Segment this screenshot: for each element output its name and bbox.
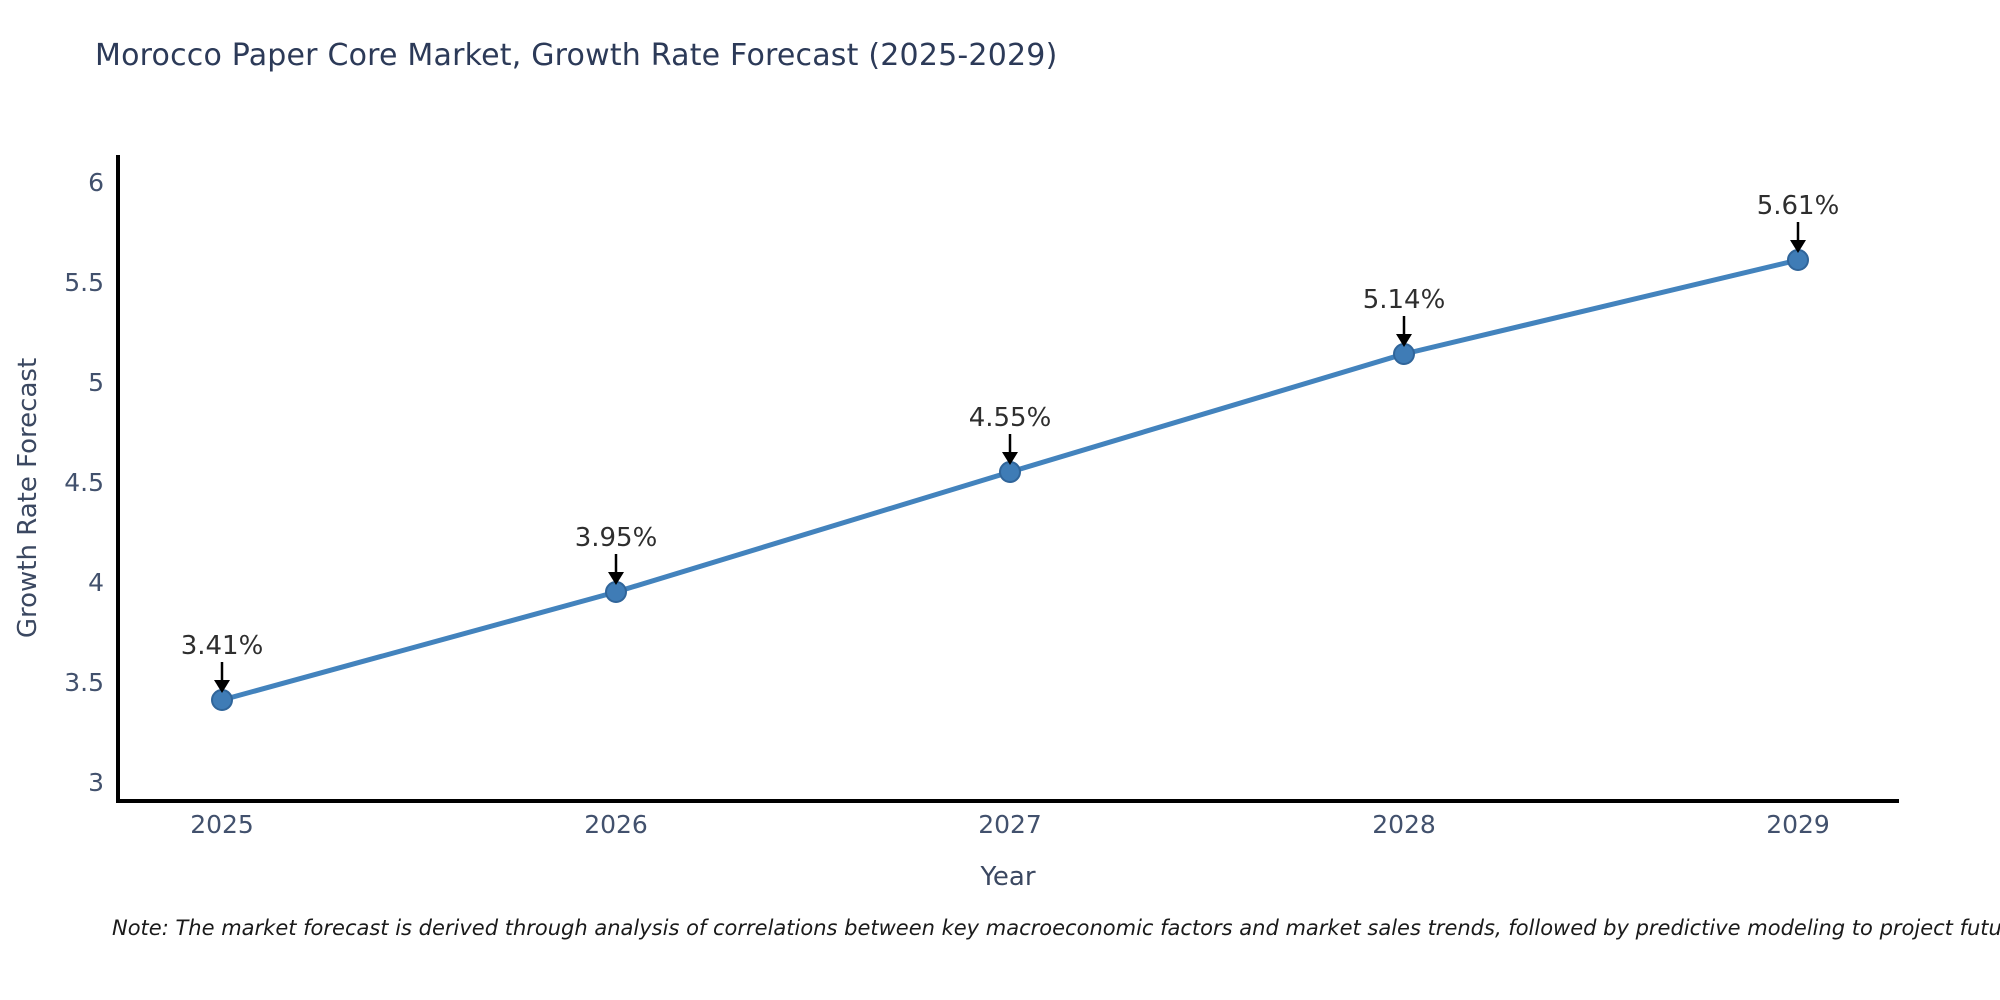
y-axis-title: Growth Rate Forecast [13,357,43,639]
annotation-arrowhead [214,680,230,693]
x-tick-label: 2027 [978,810,1042,839]
annotation-label: 3.41% [181,631,264,661]
x-tick-label: 2025 [190,810,254,839]
x-tick-label: 2029 [1766,810,1830,839]
x-tick-label: 2026 [584,810,648,839]
annotation-label: 5.61% [1757,191,1840,221]
chart-title: Morocco Paper Core Market, Growth Rate F… [95,38,1058,73]
annotation-arrowhead [1790,240,1806,253]
annotation-arrowhead [608,572,624,585]
annotation-arrowhead [1396,334,1412,347]
y-tick-label: 5.5 [64,268,104,297]
y-tick-label: 4.5 [64,468,104,497]
y-tick-label: 6 [88,168,104,197]
y-tick-label: 3.5 [64,668,104,697]
y-tick-label: 4 [88,568,104,597]
x-tick-label: 2028 [1372,810,1436,839]
annotation-label: 3.95% [575,523,658,553]
annotation-label: 5.14% [1363,285,1446,315]
x-axis-title: Year [980,862,1036,892]
footnote-text: Note: The market forecast is derived thr… [112,916,2000,940]
annotation-arrowhead [1002,452,1018,465]
y-tick-label: 5 [88,368,104,397]
annotation-label: 4.55% [969,403,1052,433]
y-tick-label: 3 [88,768,104,797]
